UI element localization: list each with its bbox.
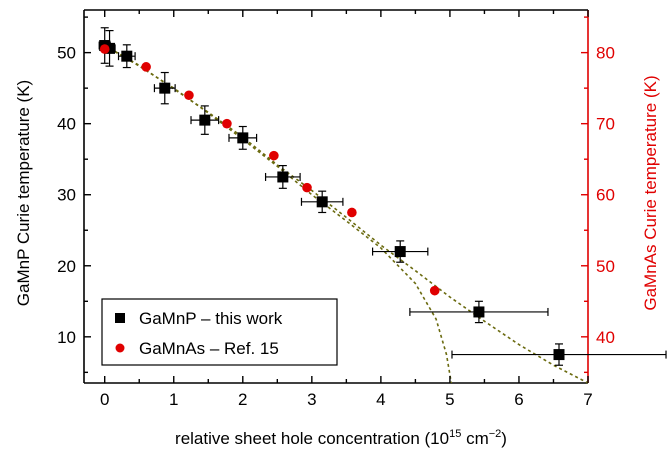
y-right-tick-label: 40: [596, 328, 615, 347]
data-markers: [99, 40, 565, 361]
gamnp-point: [159, 82, 171, 94]
gamnp-point: [104, 42, 116, 54]
gamnp-point: [553, 349, 565, 361]
axes-frame: [83, 9, 589, 384]
gamnp-point: [121, 50, 133, 62]
legend-label-gamnp: GaMnP – this work: [139, 309, 283, 328]
y-left-tick-label: 50: [57, 44, 76, 63]
legend-circle-marker: [115, 343, 125, 353]
fit-curve-0: [104, 44, 589, 384]
axis-ticks: 0 1 2 3 4 5 6 7 10 20 30 40 50 40 50 60 70 80: [57, 10, 615, 409]
y-axis-left-title: GaMnP Curie temperature (K): [14, 80, 33, 306]
fit-curves: [104, 44, 589, 384]
x-tick-label: 2: [238, 390, 247, 409]
gamnp-point: [237, 132, 249, 144]
y-right-tick-label: 80: [596, 44, 615, 63]
y-left-tick-label: 20: [57, 257, 76, 276]
gamnp-point: [199, 114, 211, 126]
gamnp-point: [473, 306, 485, 318]
x-tick-label: 7: [583, 390, 592, 409]
y-left-tick-label: 10: [57, 328, 76, 347]
gamnas-point: [302, 182, 312, 193]
gamnp-point: [394, 246, 406, 258]
legend-label-gamnas: GaMnAs – Ref. 15: [139, 339, 279, 358]
gamnas-point: [184, 90, 194, 101]
x-tick-label: 5: [445, 390, 454, 409]
y-right-tick-label: 60: [596, 186, 615, 205]
legend-box: [101, 298, 338, 366]
x-tick-label: 0: [100, 390, 109, 409]
gamnas-point: [99, 44, 110, 54]
y-right-tick-label: 70: [596, 115, 615, 134]
gamnas-point: [141, 62, 151, 72]
y-left-tick-label: 40: [57, 115, 76, 134]
x-tick-label: 6: [514, 390, 523, 409]
legend-square-marker: [115, 313, 125, 323]
fit-curve-1: [104, 44, 453, 384]
gamnas-point: [222, 118, 232, 129]
gamnp-point: [316, 196, 328, 208]
x-axis-title: relative sheet hole concentration (1015 …: [175, 428, 507, 448]
legend: GaMnP – this work GaMnAs – Ref. 15: [101, 298, 338, 366]
x-tick-label: 4: [376, 390, 385, 409]
gamnp-point: [277, 171, 289, 183]
y-right-tick-label: 50: [596, 257, 615, 276]
gamnas-point: [269, 150, 279, 161]
y-axis-right-title: GaMnAs Curie temperature (K): [641, 75, 660, 310]
gamnas-point: [429, 285, 440, 296]
gamnas-point: [347, 207, 357, 218]
x-tick-label: 3: [307, 390, 316, 409]
x-tick-label: 1: [169, 390, 178, 409]
y-left-tick-label: 30: [57, 186, 76, 205]
